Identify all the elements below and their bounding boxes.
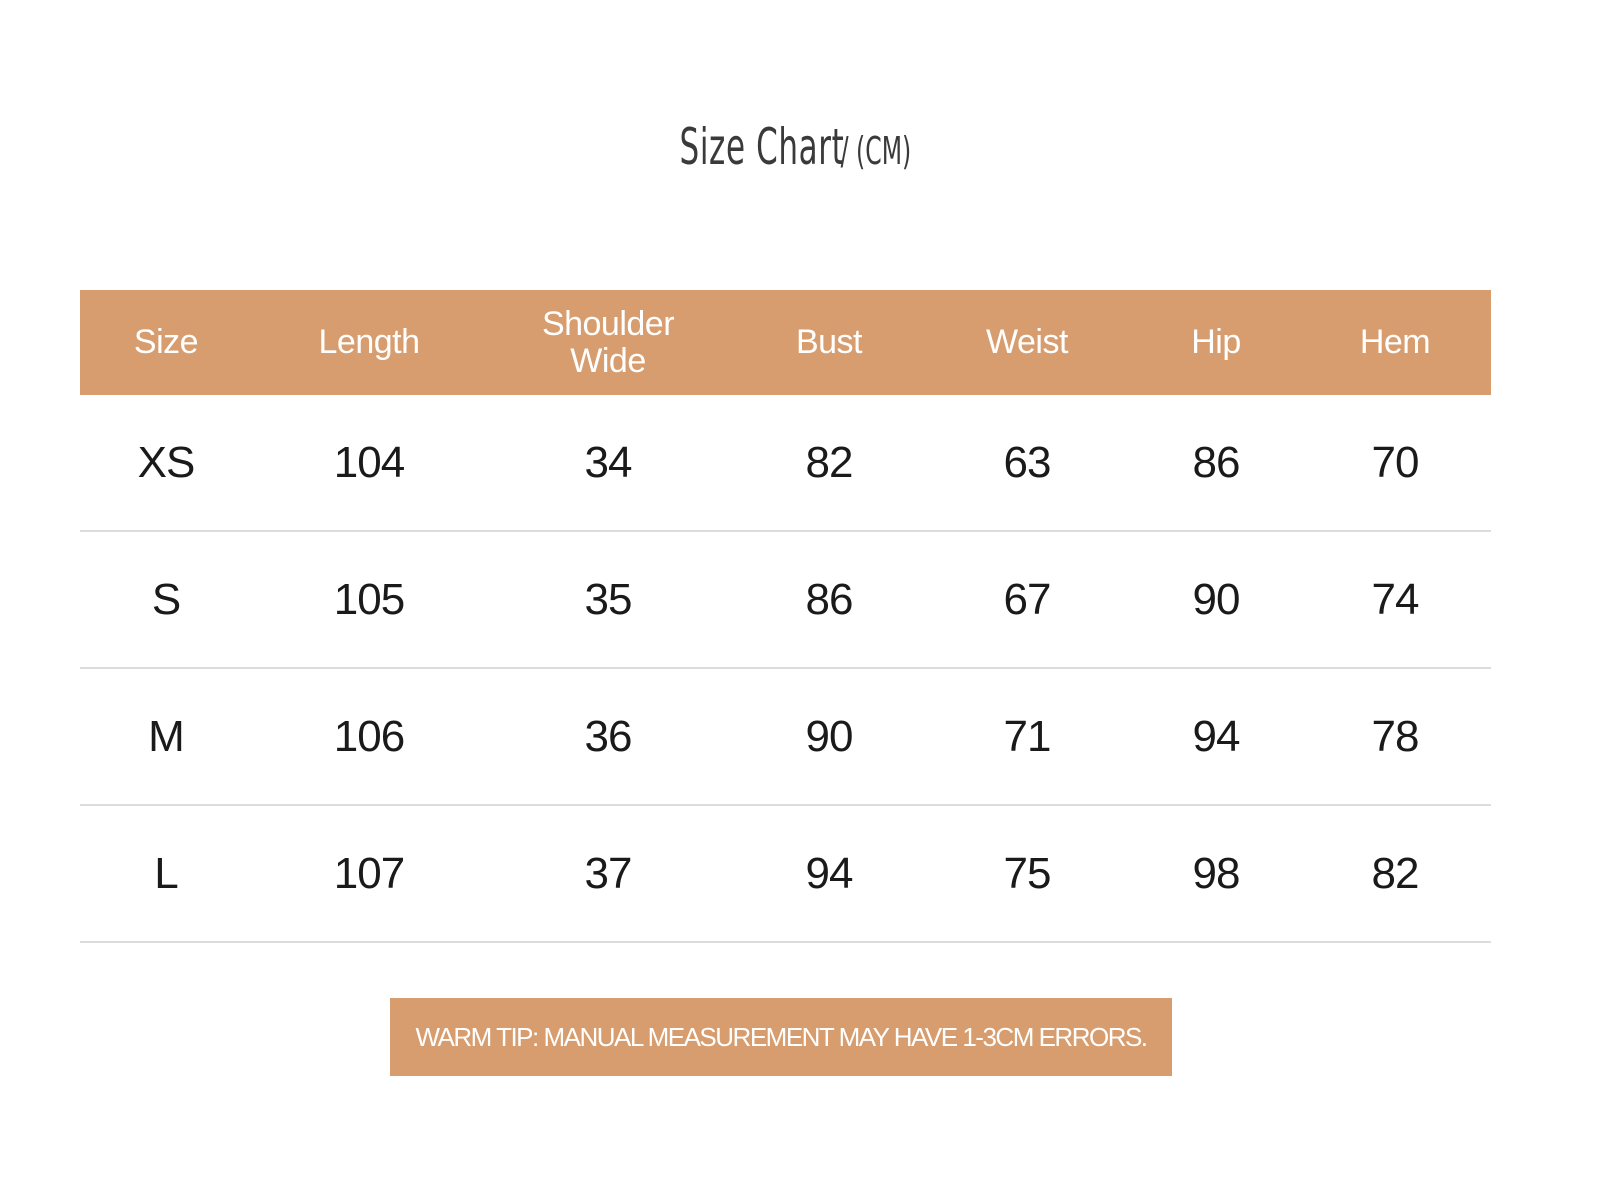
header-shoulder-wide: Shoulder Wide bbox=[541, 304, 675, 380]
header-bust: Bust bbox=[795, 323, 863, 361]
header-hem: Hem bbox=[1359, 323, 1431, 361]
cell-shoulder-wide: 36 bbox=[584, 711, 633, 761]
cell-weist: 67 bbox=[1003, 574, 1052, 624]
header-weist: Weist bbox=[986, 323, 1068, 361]
warm-tip-banner: WARM TIP: MANUAL MEASUREMENT MAY HAVE 1-… bbox=[390, 998, 1172, 1076]
cell-hem: 82 bbox=[1371, 848, 1420, 898]
table-row: M 106 36 90 71 94 78 bbox=[80, 669, 1491, 806]
cell-weist: 71 bbox=[1003, 711, 1052, 761]
table-header: Size Length Shoulder Wide Bust Weist Hip… bbox=[80, 290, 1491, 395]
table-row: L 107 37 94 75 98 82 bbox=[80, 806, 1491, 943]
cell-shoulder-wide: 34 bbox=[584, 437, 633, 487]
cell-size: S bbox=[151, 574, 181, 624]
cell-hip: 90 bbox=[1192, 574, 1241, 624]
title-main: Size Chart bbox=[679, 118, 845, 176]
cell-hem: 70 bbox=[1371, 437, 1420, 487]
cell-bust: 94 bbox=[805, 848, 854, 898]
cell-hem: 78 bbox=[1371, 711, 1420, 761]
cell-hip: 86 bbox=[1192, 437, 1241, 487]
table-row: S 105 35 86 67 90 74 bbox=[80, 532, 1491, 669]
cell-weist: 63 bbox=[1003, 437, 1052, 487]
cell-hem: 74 bbox=[1371, 574, 1420, 624]
cell-size: XS bbox=[137, 437, 196, 487]
cell-length: 106 bbox=[333, 711, 405, 761]
cell-bust: 90 bbox=[805, 711, 854, 761]
cell-bust: 86 bbox=[805, 574, 854, 624]
cell-bust: 82 bbox=[805, 437, 854, 487]
cell-weist: 75 bbox=[1003, 848, 1052, 898]
header-hip: Hip bbox=[1191, 323, 1241, 361]
header-length: Length bbox=[318, 323, 421, 361]
table-row: XS 104 34 82 63 86 70 bbox=[80, 395, 1491, 532]
cell-shoulder-wide: 37 bbox=[584, 848, 633, 898]
cell-size: L bbox=[154, 848, 178, 898]
cell-length: 104 bbox=[333, 437, 405, 487]
header-size: Size bbox=[133, 323, 199, 361]
cell-hip: 98 bbox=[1192, 848, 1241, 898]
cell-length: 105 bbox=[333, 574, 405, 624]
page-title: Size Chart / (CM) bbox=[0, 118, 1562, 176]
size-table: Size Length Shoulder Wide Bust Weist Hip… bbox=[80, 290, 1491, 943]
cell-size: M bbox=[148, 711, 185, 761]
title-unit: / (CM) bbox=[840, 129, 912, 173]
cell-hip: 94 bbox=[1192, 711, 1241, 761]
cell-shoulder-wide: 35 bbox=[584, 574, 633, 624]
cell-length: 107 bbox=[333, 848, 405, 898]
